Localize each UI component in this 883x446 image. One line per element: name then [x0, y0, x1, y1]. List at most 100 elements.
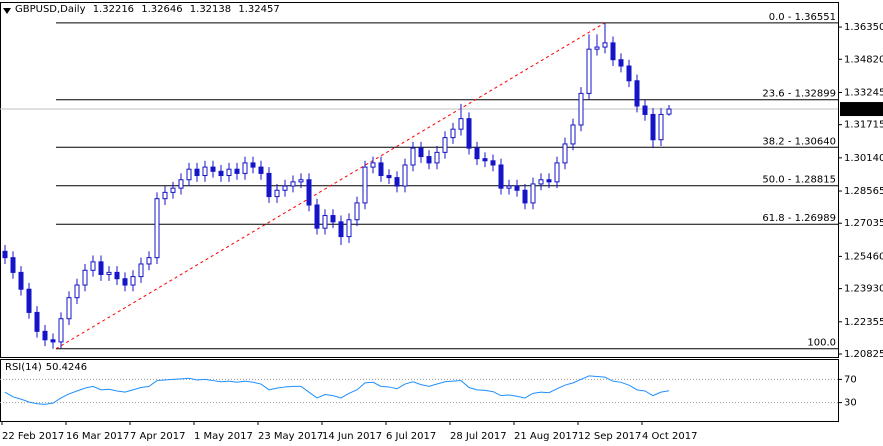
- rsi-tick-label: 70: [844, 374, 857, 385]
- candle-body: [122, 278, 128, 286]
- x-tick-label: 22 Feb 2017: [2, 431, 64, 442]
- candle-body: [386, 175, 392, 179]
- rsi-value: 50.4246: [45, 362, 88, 373]
- low-value: 1.32138: [189, 4, 232, 15]
- candle-body: [370, 162, 376, 168]
- x-tick-label: 1 May 2017: [194, 431, 253, 442]
- candle-body: [514, 185, 520, 191]
- candle-body: [642, 105, 648, 115]
- candle-body: [90, 261, 96, 271]
- rsi-frame: [0, 359, 839, 422]
- x-tick-label: 4 Oct 2017: [642, 431, 697, 442]
- candle-body: [474, 147, 480, 160]
- candle-body: [162, 191, 168, 200]
- candle-body: [154, 198, 160, 259]
- candle-body: [210, 166, 216, 172]
- candle-body: [58, 318, 64, 343]
- candle-body: [242, 162, 248, 174]
- candle-body: [458, 118, 464, 130]
- rsi-tick-label: 30: [844, 398, 857, 409]
- candle-body: [578, 92, 584, 126]
- y-tick-label: 1.25460: [844, 251, 883, 262]
- candle-body: [658, 113, 664, 141]
- candle-body: [50, 339, 56, 343]
- candle-body: [618, 59, 624, 67]
- candle-body: [322, 215, 328, 229]
- candle-body: [538, 179, 544, 185]
- x-tick-label: 12 Sep 2017: [578, 431, 641, 442]
- candle-body: [258, 166, 264, 174]
- candle-body: [82, 269, 88, 286]
- fib-label: 23.6 - 1.32899: [762, 89, 836, 100]
- candle-body: [530, 183, 536, 204]
- candle-body: [650, 113, 656, 141]
- price-box-label: 1.32457: [844, 104, 883, 115]
- candle-body: [226, 168, 232, 177]
- fib-label: 100.0: [807, 338, 836, 349]
- open-value: 1.32216: [92, 4, 135, 15]
- y-tick-label: 1.33245: [844, 87, 883, 98]
- fib-label: 61.8 - 1.26989: [762, 213, 836, 224]
- candle-body: [498, 164, 504, 189]
- y-tick-label: 1.22355: [844, 317, 883, 328]
- candle-body: [482, 158, 488, 162]
- candle-body: [250, 162, 256, 168]
- x-tick-label: 23 May 2017: [258, 431, 323, 442]
- header: GBPUSD,Daily 1.32216 1.32646 1.32138 1.3…: [15, 4, 284, 15]
- x-tick-label: 7 Apr 2017: [130, 431, 185, 442]
- candle-body: [466, 118, 472, 149]
- candle-body: [586, 48, 592, 94]
- candle-body: [10, 257, 16, 273]
- fib-label: 50.0 - 1.28815: [762, 175, 836, 186]
- x-tick-label: 21 Aug 2017: [514, 431, 578, 442]
- fib-label: 0.0 - 1.36551: [769, 12, 836, 23]
- candle-body: [106, 271, 112, 276]
- candle-body: [362, 166, 368, 204]
- candle-body: [2, 250, 8, 259]
- candle-body: [298, 179, 304, 183]
- candle-body: [170, 187, 176, 193]
- candle-body: [442, 137, 448, 153]
- rsi-header: RSI(14) 50.4246: [5, 362, 91, 373]
- fib-label: 38.2 - 1.30640: [762, 136, 836, 147]
- candle-body: [98, 261, 104, 276]
- close-value: 1.32457: [238, 4, 280, 15]
- candle-body: [418, 147, 424, 158]
- candle-body: [74, 284, 80, 299]
- candle-body: [506, 185, 512, 189]
- candle-body: [610, 42, 616, 61]
- candle-body: [34, 311, 40, 332]
- candle-body: [178, 179, 184, 189]
- candle-body: [522, 189, 528, 204]
- candle-body: [314, 204, 320, 229]
- candle-body: [450, 128, 456, 139]
- symbol: GBPUSD,Daily: [15, 4, 86, 15]
- candle-body: [666, 108, 672, 115]
- y-tick-label: 1.36350: [844, 22, 883, 33]
- price-box: [840, 102, 883, 117]
- y-tick-label: 1.31715: [844, 120, 883, 131]
- x-tick-label: 16 Mar 2017: [66, 431, 129, 442]
- main-frame: [0, 2, 839, 358]
- candle-body: [546, 179, 552, 183]
- candle-body: [402, 164, 408, 187]
- candle-body: [434, 151, 440, 164]
- candle-body: [570, 124, 576, 145]
- y-tick-label: 1.27035: [844, 218, 883, 229]
- y-tick-label: 1.30140: [844, 153, 883, 164]
- candle-body: [274, 189, 280, 198]
- candle-body: [146, 257, 152, 265]
- candle-body: [378, 162, 384, 177]
- candle-body: [202, 166, 208, 177]
- rsi-line: [4, 375, 670, 405]
- candle-body: [626, 65, 632, 82]
- candle-body: [186, 168, 192, 181]
- candle-body: [338, 221, 344, 238]
- candle-body: [354, 202, 360, 221]
- candle-body: [634, 80, 640, 107]
- candle-body: [26, 288, 32, 313]
- candle-body: [490, 160, 496, 166]
- y-tick-label: 1.23930: [844, 284, 883, 295]
